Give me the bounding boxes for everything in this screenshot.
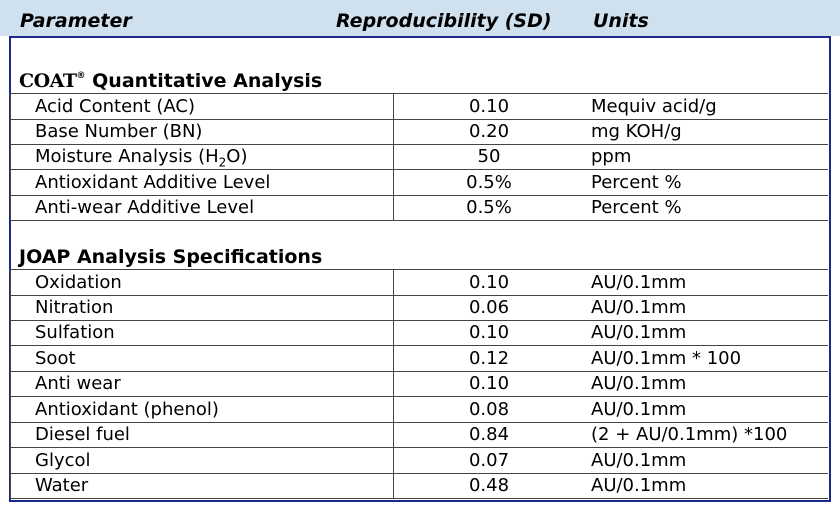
row-label-cell: Antioxidant (phenol) [10, 396, 394, 422]
row-label: Glycol [35, 449, 91, 471]
row-label: Soot [35, 347, 76, 369]
row-label-cell: Anti-wear Additive Level [10, 195, 394, 220]
row-label: Antioxidant (phenol) [35, 398, 219, 420]
row-unit: Percent % [591, 197, 682, 218]
row-label-cell: Glycol [10, 447, 394, 473]
row-label-subscript: 2 [218, 155, 227, 170]
row-label-cell: Water [10, 473, 394, 498]
table-row: Antioxidant (phenol) 0.08 AU/0.1mm [10, 396, 828, 423]
row-label-cell: Nitration [10, 294, 394, 320]
row-unit: AU/0.1mm [591, 449, 687, 471]
row-value: 0.07 [468, 449, 510, 471]
table-row: Moisture Analysis (H2O) 50 ppm [10, 144, 828, 170]
row-label: Water [35, 475, 89, 496]
row-label-part: O) [226, 146, 248, 167]
table-row: Nitration 0.06 AU/0.1mm [10, 294, 828, 321]
row-label-cell: Sulfation [10, 320, 394, 345]
row-label: Acid Content (AC) [35, 96, 195, 117]
row-label: Diesel fuel [35, 424, 130, 445]
row-label: Nitration [35, 296, 114, 318]
coat-title-text: Quantitative Analysis [92, 70, 323, 92]
row-value: 0.06 [468, 296, 510, 318]
table-row: Water 0.48 AU/0.1mm [10, 473, 828, 499]
header-parameter: Parameter [20, 10, 132, 32]
row-unit: ppm [591, 146, 632, 167]
joap-section-title: JOAP Analysis Specifications [19, 246, 323, 268]
row-label: Antioxidant Additive Level [35, 171, 271, 193]
row-unit: Percent % [591, 171, 682, 193]
row-label-part: Moisture Analysis (H [35, 146, 219, 167]
row-unit: Mequiv acid/g [591, 96, 717, 117]
row-label-cell: Base Number (BN) [10, 118, 394, 144]
table-header: Parameter Reproducibility (SD) Units [0, 0, 840, 36]
row-label: Oxidation [35, 272, 122, 293]
row-value: 0.12 [468, 347, 510, 369]
row-label-cell: Acid Content (AC) [10, 94, 394, 119]
table-row: Glycol 0.07 AU/0.1mm [10, 447, 828, 474]
row-value: 0.08 [468, 398, 510, 420]
row-unit: AU/0.1mm [591, 398, 687, 420]
row-value: 50 [477, 146, 501, 167]
row-label: Base Number (BN) [35, 120, 203, 142]
row-label-cell: Oxidation [10, 270, 394, 295]
row-label-cell: Diesel fuel [10, 422, 394, 447]
row-value: 0.84 [468, 424, 510, 445]
coat-logo: COAT [19, 70, 77, 92]
registered-mark: ® [76, 71, 86, 81]
table-row: Acid Content (AC) 0.10 Mequiv acid/g [10, 93, 828, 120]
row-value: 0.5% [466, 197, 512, 218]
table-row: Antioxidant Additive Level 0.5% Percent % [10, 169, 828, 196]
row-unit: AU/0.1mm * 100 [591, 347, 742, 369]
table-row: Diesel fuel 0.84 (2 + AU/0.1mm) *100 [10, 422, 828, 448]
row-label-cell: Antioxidant Additive Level [10, 169, 394, 195]
row-unit: (2 + AU/0.1mm) *100 [591, 424, 788, 445]
table-row: Anti-wear Additive Level 0.5% Percent % [10, 195, 828, 221]
row-unit: mg KOH/g [591, 120, 682, 142]
row-label: Sulfation [35, 322, 115, 343]
row-unit: AU/0.1mm [591, 272, 687, 293]
table-row: Anti wear 0.10 AU/0.1mm [10, 371, 828, 397]
row-label: Moisture Analysis (H2O) [35, 146, 247, 170]
table-row: Soot 0.12 AU/0.1mm * 100 [10, 345, 828, 372]
table-row: Sulfation 0.10 AU/0.1mm [10, 320, 828, 346]
header-reproducibility: Reproducibility (SD) [336, 10, 552, 32]
row-value: 0.5% [466, 171, 512, 193]
row-label-cell: Soot [10, 345, 394, 371]
coat-section-title: COAT® Quantitative Analysis [19, 70, 322, 92]
row-unit: AU/0.1mm [591, 373, 687, 394]
table-row: Oxidation 0.10 AU/0.1mm [10, 269, 828, 296]
table-row: Base Number (BN) 0.20 mg KOH/g [10, 118, 828, 145]
row-value: 0.10 [468, 322, 510, 343]
row-unit: AU/0.1mm [591, 475, 687, 496]
row-label-cell: Moisture Analysis (H2O) [10, 144, 394, 170]
row-value: 0.20 [468, 120, 510, 142]
row-value: 0.48 [468, 475, 510, 496]
row-label-cell: Anti wear [10, 371, 394, 396]
header-units: Units [593, 10, 649, 32]
row-unit: AU/0.1mm [591, 322, 687, 343]
row-value: 0.10 [468, 272, 510, 293]
row-value: 0.10 [468, 96, 510, 117]
row-label: Anti wear [35, 373, 121, 394]
row-unit: AU/0.1mm [591, 296, 687, 318]
row-value: 0.10 [468, 373, 510, 394]
row-label: Anti-wear Additive Level [35, 197, 255, 218]
